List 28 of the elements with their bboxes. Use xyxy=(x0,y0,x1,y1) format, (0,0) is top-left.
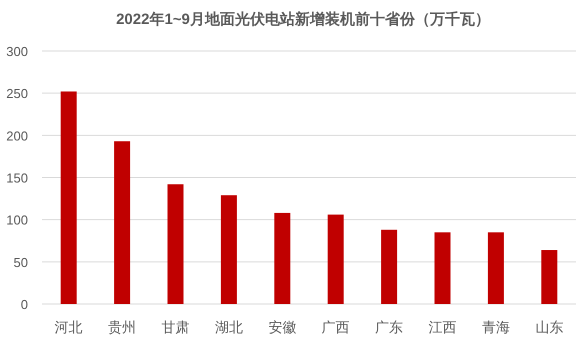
bar xyxy=(274,212,290,304)
bar xyxy=(328,214,344,304)
bar xyxy=(220,195,237,304)
bar xyxy=(488,232,504,304)
x-tick-label: 贵州 xyxy=(108,319,136,335)
bar xyxy=(381,230,398,304)
x-tick-label: 青海 xyxy=(482,319,510,335)
bar xyxy=(541,250,558,304)
bar xyxy=(114,141,130,304)
y-tick-label: 0 xyxy=(20,297,28,312)
y-tick-label: 300 xyxy=(6,44,28,59)
y-tick-label: 250 xyxy=(6,86,28,102)
x-tick-label: 河北 xyxy=(54,319,83,335)
bar xyxy=(434,232,450,304)
y-tick-label: 150 xyxy=(6,170,28,186)
y-tick-label: 200 xyxy=(6,128,28,144)
y-tick-label: 100 xyxy=(6,212,28,228)
x-tick-label: 广西 xyxy=(322,319,350,335)
x-tick-label: 甘肃 xyxy=(162,319,190,335)
bar xyxy=(60,91,77,304)
x-tick-label: 山东 xyxy=(535,319,564,335)
x-tick-label: 广东 xyxy=(375,319,404,335)
y-tick-label: 50 xyxy=(14,254,28,270)
x-tick-label: 江西 xyxy=(428,319,456,335)
bar xyxy=(168,184,184,304)
x-tick-label: 湖北 xyxy=(214,319,243,335)
x-tick-label: 安徽 xyxy=(268,319,296,335)
chart-title: 2022年1~9月地面光伏电站新增装机前十省份（万千瓦） xyxy=(116,10,490,28)
